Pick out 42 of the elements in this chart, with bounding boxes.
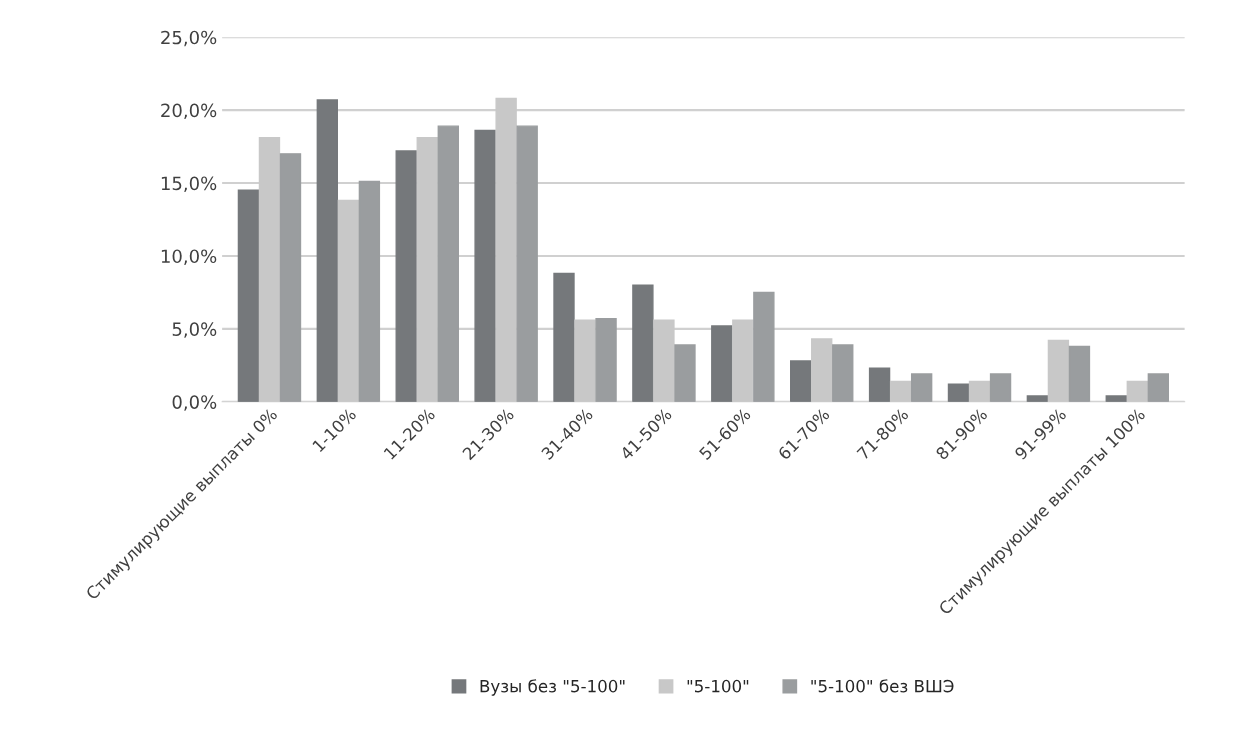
bar [316, 99, 339, 402]
y-tick-label: 5,0% [172, 322, 217, 338]
bar [337, 199, 360, 402]
bar [711, 325, 733, 402]
bar [1047, 339, 1070, 402]
legend-label: Вузы без "5-100" [480, 679, 625, 696]
bar [989, 373, 1012, 402]
bar [279, 153, 302, 402]
bar [674, 344, 696, 402]
bar [910, 373, 933, 402]
y-tick-label: 15,0% [161, 176, 217, 192]
bar [395, 150, 417, 402]
bar [553, 272, 575, 402]
legend-label: "5-100" [687, 679, 749, 693]
legend-label: "5-100" без ВШЭ [811, 679, 954, 693]
bar [474, 129, 496, 402]
bar [574, 319, 596, 402]
bar [889, 380, 912, 402]
bar [1105, 395, 1127, 402]
bar [968, 380, 991, 402]
bar [595, 317, 617, 402]
bar [753, 291, 775, 402]
bar [1126, 380, 1148, 402]
bar [789, 360, 812, 402]
bar [832, 344, 854, 402]
bar [1147, 373, 1170, 402]
bar [632, 284, 654, 402]
bar [516, 125, 538, 402]
y-tick-label: 25,0% [161, 30, 217, 47]
y-tick-label: 0,0% [172, 395, 217, 411]
bar [358, 180, 381, 402]
bar [416, 137, 438, 402]
bar [1068, 345, 1091, 402]
bar [868, 367, 891, 402]
bar [732, 319, 754, 402]
bar [1026, 395, 1049, 402]
y-tick-label: 20,0% [161, 103, 217, 120]
bar [237, 189, 260, 402]
bar [811, 338, 833, 402]
bar [947, 383, 970, 402]
bar [437, 125, 459, 402]
y-tick-label: 10,0% [161, 249, 217, 265]
